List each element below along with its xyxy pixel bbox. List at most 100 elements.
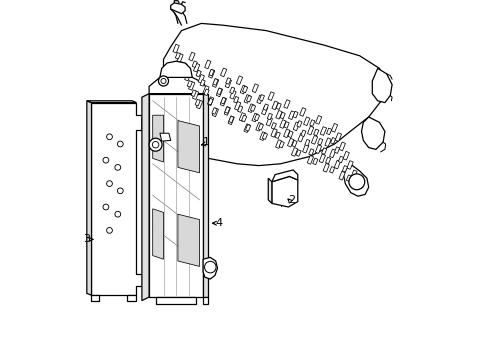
- Circle shape: [204, 261, 216, 273]
- Polygon shape: [291, 148, 297, 156]
- Polygon shape: [216, 88, 222, 97]
- Polygon shape: [329, 149, 335, 158]
- Polygon shape: [306, 156, 313, 164]
- Polygon shape: [303, 117, 309, 126]
- Polygon shape: [234, 102, 240, 110]
- Polygon shape: [262, 133, 267, 139]
- Polygon shape: [198, 75, 204, 83]
- Text: 2: 2: [287, 195, 294, 205]
- Circle shape: [103, 204, 108, 210]
- Polygon shape: [87, 101, 136, 103]
- Polygon shape: [228, 116, 233, 123]
- Polygon shape: [183, 71, 188, 78]
- Polygon shape: [283, 129, 289, 138]
- Polygon shape: [324, 138, 330, 147]
- Polygon shape: [313, 129, 318, 136]
- Polygon shape: [311, 135, 317, 144]
- Polygon shape: [284, 122, 288, 128]
- Polygon shape: [188, 52, 195, 61]
- Polygon shape: [276, 103, 281, 109]
- Circle shape: [161, 78, 166, 84]
- Polygon shape: [279, 120, 285, 129]
- Polygon shape: [333, 160, 340, 169]
- Polygon shape: [330, 138, 335, 144]
- Polygon shape: [192, 61, 197, 67]
- Polygon shape: [156, 23, 386, 166]
- Polygon shape: [152, 115, 163, 162]
- Polygon shape: [227, 116, 234, 125]
- Polygon shape: [188, 81, 194, 90]
- Polygon shape: [244, 95, 250, 103]
- Polygon shape: [196, 100, 202, 109]
- Polygon shape: [309, 120, 314, 126]
- Text: 4: 4: [215, 218, 223, 228]
- Polygon shape: [170, 3, 185, 14]
- Polygon shape: [297, 133, 304, 142]
- Polygon shape: [270, 129, 277, 137]
- Polygon shape: [242, 86, 247, 93]
- Polygon shape: [175, 53, 180, 59]
- Polygon shape: [268, 178, 271, 203]
- Polygon shape: [275, 111, 282, 119]
- Polygon shape: [265, 117, 272, 126]
- Polygon shape: [338, 156, 343, 163]
- Polygon shape: [371, 68, 391, 103]
- Polygon shape: [127, 295, 136, 301]
- Polygon shape: [292, 111, 298, 118]
- Polygon shape: [346, 161, 352, 169]
- Polygon shape: [224, 107, 229, 113]
- Polygon shape: [304, 139, 309, 146]
- Polygon shape: [193, 63, 200, 72]
- Polygon shape: [338, 171, 345, 180]
- Polygon shape: [177, 54, 183, 62]
- Polygon shape: [287, 138, 293, 147]
- Polygon shape: [237, 106, 242, 112]
- Polygon shape: [361, 117, 384, 149]
- Polygon shape: [149, 76, 206, 94]
- Polygon shape: [196, 70, 201, 77]
- Polygon shape: [224, 79, 231, 88]
- Circle shape: [149, 138, 162, 151]
- Polygon shape: [246, 95, 251, 102]
- Polygon shape: [207, 98, 213, 105]
- Polygon shape: [302, 144, 308, 153]
- Polygon shape: [181, 63, 187, 72]
- Polygon shape: [343, 151, 348, 160]
- Polygon shape: [87, 101, 91, 295]
- Circle shape: [106, 134, 112, 140]
- Polygon shape: [225, 78, 230, 84]
- Polygon shape: [325, 157, 330, 164]
- Polygon shape: [184, 72, 190, 81]
- Polygon shape: [296, 121, 302, 127]
- Circle shape: [115, 165, 121, 170]
- Polygon shape: [203, 89, 209, 95]
- Polygon shape: [216, 88, 222, 95]
- Polygon shape: [221, 98, 225, 104]
- Polygon shape: [323, 163, 329, 172]
- Polygon shape: [178, 214, 199, 266]
- Polygon shape: [339, 142, 345, 151]
- Polygon shape: [179, 62, 184, 68]
- Polygon shape: [247, 104, 254, 113]
- Polygon shape: [315, 145, 321, 153]
- Polygon shape: [233, 96, 238, 103]
- Polygon shape: [239, 113, 245, 121]
- Circle shape: [106, 181, 112, 186]
- Polygon shape: [142, 94, 149, 301]
- Polygon shape: [259, 132, 265, 140]
- Polygon shape: [208, 69, 214, 76]
- Polygon shape: [200, 80, 205, 86]
- Polygon shape: [240, 85, 246, 94]
- Polygon shape: [204, 60, 210, 69]
- Polygon shape: [211, 108, 217, 114]
- Polygon shape: [142, 101, 178, 158]
- Polygon shape: [187, 81, 192, 87]
- Polygon shape: [256, 95, 263, 104]
- Polygon shape: [229, 90, 236, 99]
- Polygon shape: [91, 295, 99, 301]
- Polygon shape: [191, 90, 196, 96]
- Polygon shape: [308, 149, 313, 155]
- Polygon shape: [258, 123, 263, 130]
- Text: 1: 1: [203, 137, 210, 147]
- Text: 3: 3: [83, 234, 90, 244]
